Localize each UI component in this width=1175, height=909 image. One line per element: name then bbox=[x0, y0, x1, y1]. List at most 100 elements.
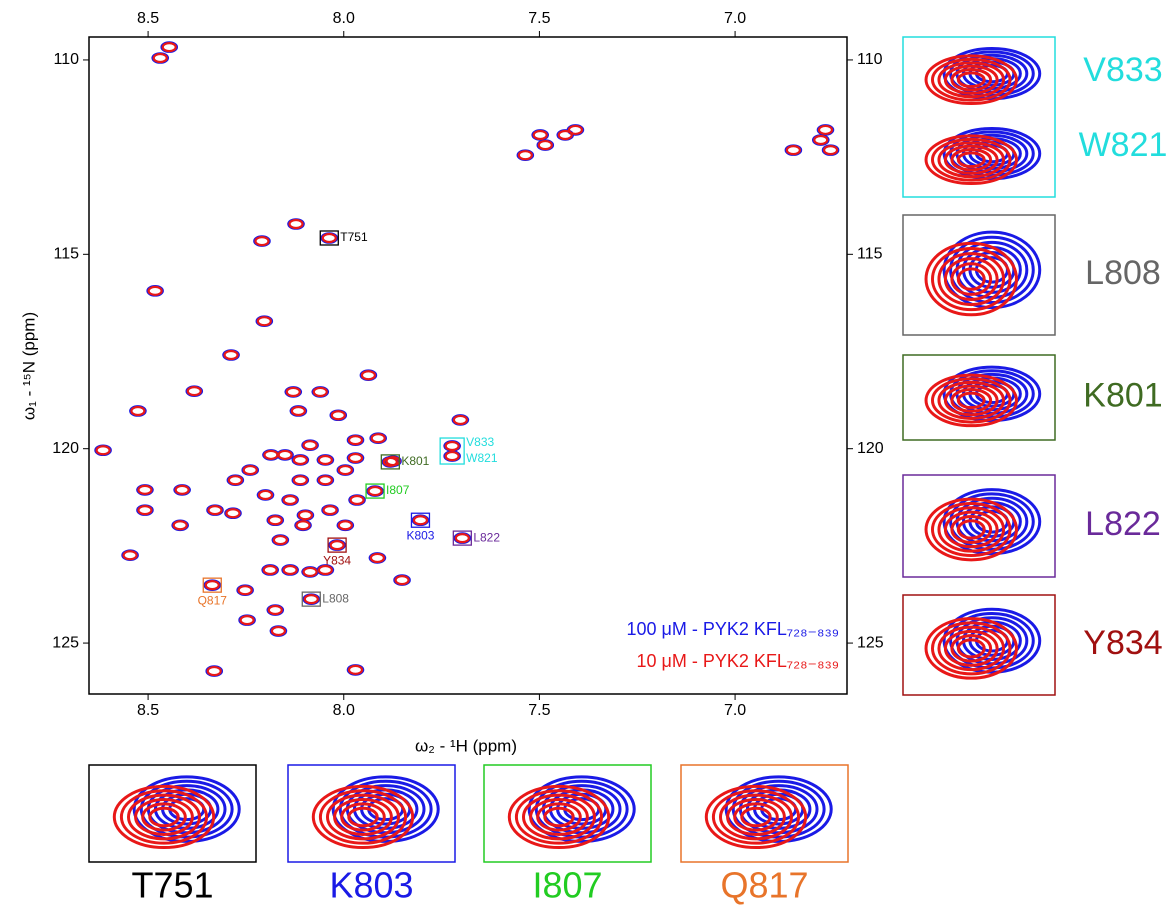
peak bbox=[95, 445, 111, 456]
x-tick-label-top: 7.0 bbox=[724, 10, 746, 27]
inset-contour bbox=[112, 784, 216, 850]
inset-contour bbox=[956, 519, 986, 540]
inset-contour bbox=[119, 789, 209, 845]
peak bbox=[288, 218, 304, 230]
peak bbox=[330, 410, 346, 421]
peak bbox=[347, 664, 364, 675]
peak bbox=[292, 475, 308, 486]
peak bbox=[161, 42, 177, 53]
annotation-label: I807 bbox=[386, 483, 410, 497]
inset-label: Q817 bbox=[720, 865, 808, 906]
peak bbox=[254, 235, 270, 247]
inset-contour bbox=[943, 144, 999, 175]
inset-contour bbox=[943, 384, 999, 417]
annotation-box bbox=[380, 454, 400, 470]
y-tick-label-right: 125 bbox=[857, 634, 884, 651]
inset-contour bbox=[930, 246, 1012, 312]
peak bbox=[517, 150, 533, 161]
peak bbox=[370, 433, 386, 444]
inset-box bbox=[902, 36, 1056, 198]
peak bbox=[817, 124, 834, 136]
inset-label: L822 bbox=[1085, 505, 1161, 543]
x-tick-label: 8.5 bbox=[137, 702, 159, 719]
inset-contour bbox=[930, 57, 1012, 102]
peak bbox=[454, 533, 470, 544]
inset-contour bbox=[949, 235, 1035, 305]
annotation-label: W821 bbox=[466, 451, 498, 465]
peak bbox=[223, 349, 239, 361]
peak bbox=[272, 534, 288, 546]
inset-contour bbox=[943, 510, 999, 549]
inset-contour bbox=[733, 802, 779, 832]
peak bbox=[267, 604, 283, 616]
peak bbox=[225, 508, 241, 519]
inset-label: W821 bbox=[1079, 126, 1168, 164]
inset-contour bbox=[333, 798, 393, 836]
peak bbox=[347, 452, 364, 464]
inset-contour bbox=[724, 775, 833, 843]
peak bbox=[317, 564, 333, 576]
inset-contour bbox=[937, 506, 1006, 553]
peak bbox=[239, 615, 255, 626]
peak bbox=[337, 520, 353, 531]
y-tick-label: 115 bbox=[53, 246, 79, 263]
peak bbox=[186, 386, 202, 397]
peak bbox=[785, 145, 801, 156]
inset-contour bbox=[942, 126, 1042, 181]
inset-contour bbox=[338, 779, 433, 839]
peak bbox=[303, 594, 319, 605]
peak bbox=[367, 485, 383, 497]
peak bbox=[257, 489, 274, 501]
inset-contour bbox=[950, 388, 993, 413]
inset-contour bbox=[318, 789, 408, 845]
inset-label: K803 bbox=[329, 865, 413, 906]
peak bbox=[262, 564, 278, 576]
inset-contour bbox=[942, 607, 1042, 674]
peak bbox=[282, 564, 298, 576]
x-tick-label-top: 8.5 bbox=[137, 10, 159, 27]
inset-contour bbox=[924, 617, 1018, 680]
inset-contour bbox=[950, 514, 993, 544]
inset-contour bbox=[937, 380, 1006, 420]
x-axis-label: ω₂ - ¹H (ppm) bbox=[415, 736, 517, 755]
annotation-label: Y834 bbox=[323, 553, 351, 567]
annotation-label: K801 bbox=[401, 454, 429, 468]
inset-contour bbox=[340, 802, 386, 832]
peak bbox=[444, 440, 460, 452]
peak bbox=[347, 435, 364, 446]
inset-contour bbox=[924, 497, 1018, 562]
peak bbox=[172, 520, 188, 531]
inset-contour bbox=[924, 134, 1018, 186]
inset-right bbox=[924, 607, 1042, 680]
annotation-box bbox=[410, 512, 431, 528]
inset-contour bbox=[950, 148, 993, 172]
plot-frame bbox=[88, 36, 848, 695]
inset-contour bbox=[956, 151, 986, 169]
inset-contour bbox=[937, 61, 1006, 99]
inset-contour bbox=[514, 789, 604, 845]
inset-contour bbox=[949, 130, 1035, 177]
peak bbox=[360, 370, 377, 381]
inset-contour bbox=[148, 806, 180, 828]
inset-box bbox=[287, 764, 456, 863]
inset-right bbox=[924, 46, 1042, 186]
peak bbox=[290, 405, 306, 417]
inset-contour bbox=[956, 638, 986, 659]
inset-right bbox=[924, 365, 1042, 428]
inset-box bbox=[680, 764, 849, 863]
inset-contour bbox=[949, 612, 1035, 670]
inset-contour bbox=[942, 365, 1042, 423]
peak bbox=[532, 129, 548, 141]
inset-contour bbox=[924, 241, 1018, 317]
inset-bottom bbox=[112, 775, 241, 850]
inset-label: Y834 bbox=[1083, 624, 1162, 662]
inset-contour bbox=[731, 779, 826, 839]
x-tick-label-top: 7.5 bbox=[528, 10, 550, 27]
inset-contour bbox=[740, 806, 772, 828]
inset-bottom bbox=[507, 775, 636, 850]
inset-contour bbox=[718, 793, 793, 841]
inset-contour bbox=[942, 488, 1042, 556]
peak bbox=[567, 124, 584, 136]
inset-contour bbox=[311, 784, 415, 850]
peak bbox=[813, 134, 829, 146]
